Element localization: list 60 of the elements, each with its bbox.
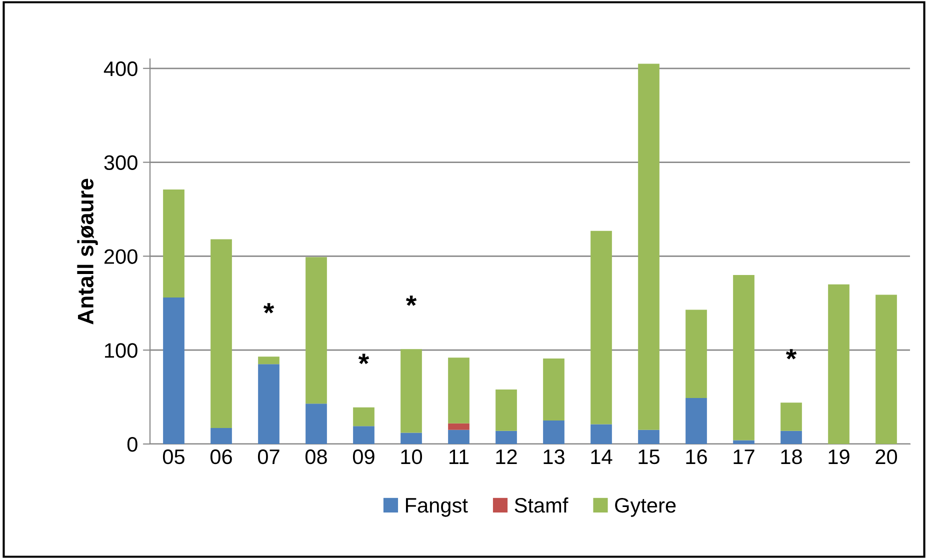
y-tick-label: 200 xyxy=(104,249,138,264)
x-tick-label: 11 xyxy=(450,450,469,464)
bar xyxy=(496,390,517,431)
bar xyxy=(306,257,327,404)
legend-label: Fangst xyxy=(406,498,468,517)
x-tick-label: 10 xyxy=(401,449,422,464)
annotation: * xyxy=(358,354,370,364)
bar xyxy=(780,430,802,444)
bar xyxy=(353,426,374,444)
x-tick-label: 18 xyxy=(781,449,802,464)
legend-label: Gytere xyxy=(615,498,676,517)
bar xyxy=(733,274,754,440)
y-axis-title: Antall sjøaure xyxy=(77,178,98,324)
bar xyxy=(353,407,374,426)
bar xyxy=(306,404,327,444)
bar xyxy=(448,423,470,430)
bar xyxy=(258,364,280,444)
x-tick-label: 20 xyxy=(876,449,898,464)
bar xyxy=(163,298,184,444)
legend-label: Stamf xyxy=(514,497,568,513)
bar xyxy=(448,358,470,424)
annotation: * xyxy=(406,296,417,306)
y-tick-label: 100 xyxy=(105,343,138,358)
x-tick-label: 17 xyxy=(734,450,754,464)
bar xyxy=(210,239,232,428)
annotation: * xyxy=(263,303,274,314)
bar xyxy=(543,358,564,421)
x-tick-label: 07 xyxy=(258,449,280,464)
bar xyxy=(828,284,850,444)
bar xyxy=(686,310,707,398)
x-tick-label: 13 xyxy=(544,449,564,464)
bar xyxy=(733,440,754,444)
annotation: * xyxy=(786,349,797,360)
x-tick-label: 16 xyxy=(686,449,707,464)
bar xyxy=(163,190,184,298)
bar xyxy=(496,430,517,444)
x-tick-label: 09 xyxy=(352,449,374,464)
x-tick-label: 12 xyxy=(496,449,517,464)
bar xyxy=(686,398,707,444)
bar xyxy=(638,64,660,430)
bar xyxy=(543,420,564,444)
bar xyxy=(876,294,897,444)
x-tick-label: 08 xyxy=(305,449,327,464)
x-tick-label: 05 xyxy=(162,449,184,464)
bar xyxy=(258,356,280,364)
y-tick-label: 0 xyxy=(127,437,138,452)
x-tick-label: 14 xyxy=(591,450,612,464)
bar xyxy=(590,424,612,444)
bar xyxy=(210,428,232,444)
bar xyxy=(400,432,422,444)
x-tick-label: 06 xyxy=(210,449,232,464)
bar xyxy=(448,430,470,444)
y-tick-label: 400 xyxy=(104,61,138,76)
bar xyxy=(400,349,422,433)
y-tick-label: 300 xyxy=(104,155,138,170)
bar xyxy=(590,230,612,424)
x-tick-label: 15 xyxy=(638,450,660,464)
bar xyxy=(638,430,660,444)
bar xyxy=(780,402,802,431)
x-tick-label: 19 xyxy=(828,449,850,464)
